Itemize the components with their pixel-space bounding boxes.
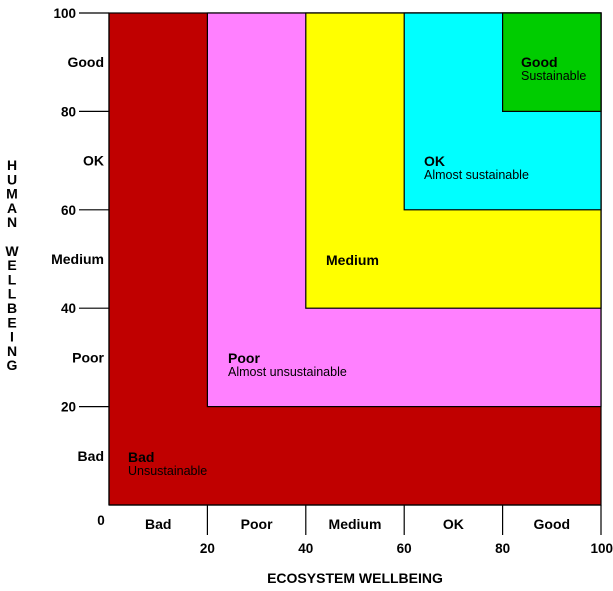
y-tick-label: 20 bbox=[61, 400, 76, 415]
y-axis-title-letter: U bbox=[7, 171, 17, 187]
zone-label-poor: Poor bbox=[228, 350, 260, 366]
y-axis-title-letter: H bbox=[7, 157, 17, 173]
x-axis-title: ECOSYSTEM WELLBEING bbox=[267, 570, 443, 586]
x-tick-label: 80 bbox=[495, 541, 510, 556]
y-band-label: OK bbox=[83, 153, 104, 169]
zone-label-medium: Medium bbox=[326, 252, 379, 268]
x-tick-label: 20 bbox=[200, 541, 215, 556]
y-axis-title-letter: E bbox=[7, 314, 16, 330]
x-tick-label: 40 bbox=[298, 541, 313, 556]
y-axis-title-letter: M bbox=[6, 186, 18, 202]
y-axis-title-letter: L bbox=[8, 286, 17, 302]
y-axis-title-letter: N bbox=[7, 214, 17, 230]
x-tick-label: 60 bbox=[397, 541, 412, 556]
x-band-label: Poor bbox=[241, 516, 273, 532]
x-tick-label: 100 bbox=[590, 541, 613, 556]
y-band-label: Good bbox=[67, 54, 104, 70]
x-band-label: Medium bbox=[329, 516, 382, 532]
x-band-label: Bad bbox=[145, 516, 171, 532]
zone-label-bad: Bad bbox=[128, 449, 154, 465]
zone-sublabel-bad: Unsustainable bbox=[128, 464, 207, 478]
zone-good bbox=[502, 12, 602, 113]
y-tick-label: 100 bbox=[53, 6, 76, 21]
y-axis-title-letter: N bbox=[7, 343, 17, 359]
y-tick-label: 40 bbox=[61, 301, 76, 316]
y-band-label: Poor bbox=[72, 349, 104, 365]
y-axis-title-letter: E bbox=[7, 257, 16, 273]
zone-sublabel-good: Sustainable bbox=[521, 69, 586, 83]
y-tick-label: 80 bbox=[61, 104, 76, 119]
x-band-label: OK bbox=[443, 516, 464, 532]
zone-sublabel-poor: Almost unsustainable bbox=[228, 365, 347, 379]
y-axis-title-letter: L bbox=[8, 271, 17, 287]
y-tick-label: 60 bbox=[61, 203, 76, 218]
zone-sublabel-ok: Almost sustainable bbox=[424, 168, 529, 182]
y-axis-title-letter: A bbox=[7, 200, 17, 216]
y-axis-title-letter: G bbox=[7, 357, 18, 373]
x-band-label: Good bbox=[534, 516, 571, 532]
y-band-label: Medium bbox=[51, 251, 104, 267]
origin-tick-label: 0 bbox=[97, 513, 105, 528]
zone-label-good: Good bbox=[521, 54, 558, 70]
y-axis-title-letter: B bbox=[7, 300, 17, 316]
zone-label-ok: OK bbox=[424, 153, 445, 169]
y-band-label: Bad bbox=[78, 448, 104, 464]
y-axis-title-letter: W bbox=[5, 243, 19, 259]
y-axis-title-letter: I bbox=[10, 329, 14, 345]
